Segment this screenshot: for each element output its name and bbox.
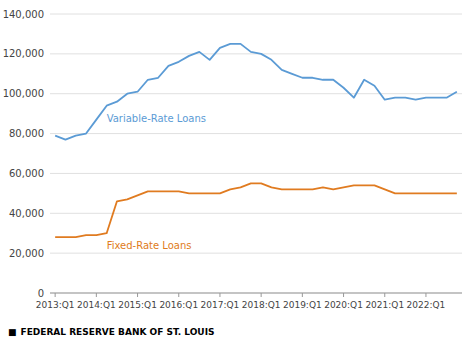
footer-text: FEDERAL RESERVE BANK OF ST. LOUIS bbox=[21, 327, 215, 337]
y-tick-label: 20,000 bbox=[9, 248, 44, 259]
y-tick-label: 80,000 bbox=[9, 128, 44, 139]
grid-line bbox=[50, 213, 462, 214]
y-tick-label: 120,000 bbox=[3, 48, 44, 59]
x-tick-label: 2022:Q1 bbox=[407, 300, 446, 310]
x-tick bbox=[137, 293, 138, 297]
grid-line bbox=[50, 133, 462, 134]
grid bbox=[50, 14, 462, 293]
x-tick bbox=[384, 293, 385, 297]
x-tick-label: 2017:Q1 bbox=[201, 300, 240, 310]
grid-line bbox=[50, 93, 462, 94]
x-axis-line bbox=[50, 293, 462, 294]
chart: 0 20,000 40,000 60,000 80,000 100,000 120,000 1… bbox=[0, 0, 474, 343]
y-tick-label: 40,000 bbox=[9, 208, 44, 219]
y-tick-label: 140,000 bbox=[3, 9, 44, 20]
footer: ■ FEDERAL RESERVE BANK OF ST. LOUIS bbox=[8, 327, 215, 337]
x-tick-label: 2018:Q1 bbox=[242, 300, 281, 310]
y-tick-label: 0 bbox=[38, 288, 44, 299]
x-tick bbox=[178, 293, 179, 297]
axes: 0 20,000 40,000 60,000 80,000 100,000 120,000 1… bbox=[3, 9, 462, 311]
grid-line bbox=[50, 253, 462, 254]
series-label: Variable-Rate Loans bbox=[107, 113, 206, 124]
x-tick-label: 2016:Q1 bbox=[159, 300, 198, 310]
x-tick-label: 2014:Q1 bbox=[77, 300, 116, 310]
x-tick bbox=[261, 293, 262, 297]
x-tick-label: 2013:Q1 bbox=[36, 300, 75, 310]
series-line bbox=[55, 44, 457, 140]
x-tick-label: 2019:Q1 bbox=[283, 300, 322, 310]
grid-line bbox=[50, 173, 462, 174]
grid-line bbox=[50, 293, 462, 294]
series-line bbox=[55, 183, 457, 237]
x-tick-label: 2015:Q1 bbox=[118, 300, 157, 310]
x-tick bbox=[343, 293, 344, 297]
series-label: Fixed-Rate Loans bbox=[107, 240, 192, 251]
series-lines bbox=[55, 44, 457, 237]
x-tick bbox=[425, 293, 426, 297]
x-tick bbox=[55, 293, 56, 297]
footer-text: ■ bbox=[8, 327, 17, 337]
x-tick-label: 2021:Q1 bbox=[365, 300, 404, 310]
x-tick bbox=[219, 293, 220, 297]
x-tick-label: 2020:Q1 bbox=[324, 300, 363, 310]
x-tick bbox=[96, 293, 97, 297]
series-labels: Variable-Rate Loans Fixed-Rate Loans bbox=[107, 113, 206, 252]
grid-line bbox=[50, 14, 462, 15]
x-tick bbox=[302, 293, 303, 297]
y-tick-label: 100,000 bbox=[3, 88, 44, 99]
y-tick-label: 60,000 bbox=[9, 168, 44, 179]
